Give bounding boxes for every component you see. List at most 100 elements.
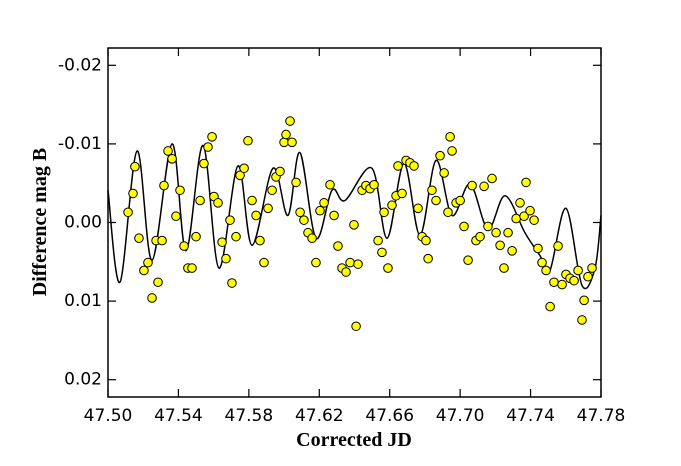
data-point [413, 203, 423, 214]
data-point [463, 255, 473, 266]
data-point [479, 181, 489, 192]
data-point [239, 163, 249, 174]
data-point [123, 207, 133, 218]
data-point [128, 188, 138, 199]
data-point [569, 275, 579, 286]
data-point [171, 211, 181, 222]
x-tick-label: 47.78 [577, 406, 626, 426]
data-point [377, 247, 387, 258]
data-point [439, 168, 449, 178]
data-point [537, 257, 547, 268]
data-point [495, 240, 505, 251]
data-point [507, 245, 517, 256]
data-point [307, 233, 317, 244]
y-tick-label: 0.00 [64, 213, 102, 233]
data-point [139, 265, 149, 276]
data-point [311, 257, 321, 268]
data-point [545, 301, 555, 312]
data-point [287, 137, 297, 148]
y-tick-label: 0.01 [64, 291, 102, 311]
x-tick-label: 47.66 [365, 406, 414, 426]
data-point [423, 253, 433, 264]
data-point [511, 213, 521, 224]
data-point [259, 257, 269, 268]
data-point [187, 263, 197, 273]
data-point [251, 210, 261, 221]
data-point [275, 166, 285, 177]
x-axis-label: Corrected JD [296, 429, 412, 451]
y-tick-label: -0.02 [58, 55, 102, 75]
data-point [157, 235, 167, 246]
data-point [443, 207, 453, 218]
data-point [163, 146, 173, 156]
x-tick-label: 47.50 [84, 406, 133, 426]
data-point [279, 137, 289, 148]
data-point [179, 241, 189, 251]
data-point [159, 180, 169, 191]
data-point [521, 177, 531, 188]
data-point [431, 195, 441, 206]
data-point [483, 221, 493, 232]
data-point [255, 235, 265, 246]
data-point [373, 235, 383, 246]
data-point [529, 215, 539, 225]
data-point [541, 265, 551, 276]
data-point [369, 179, 379, 190]
data-point [263, 203, 273, 214]
data-point [291, 177, 301, 188]
data-point [225, 215, 235, 225]
y-tick-label: -0.01 [58, 134, 102, 154]
data-point [573, 265, 583, 276]
data-point [587, 263, 597, 273]
data-point [167, 154, 177, 164]
data-point [553, 241, 563, 251]
data-point [285, 116, 295, 126]
data-point [231, 231, 241, 242]
data-point [325, 179, 335, 190]
data-point [143, 257, 153, 268]
data-point [147, 293, 157, 303]
data-point [459, 221, 469, 232]
data-point [383, 263, 393, 273]
data-point [175, 185, 185, 196]
data-point [515, 198, 525, 208]
y-axis-label: Difference mag B [29, 148, 51, 296]
data-point [195, 195, 205, 206]
data-point [207, 132, 217, 142]
data-point [353, 259, 363, 269]
data-point [235, 170, 245, 181]
data-point [533, 243, 543, 254]
data-point [351, 321, 361, 332]
x-tick-label: 47.54 [154, 406, 203, 426]
data-point [475, 231, 485, 242]
data-point [134, 233, 144, 244]
data-point [487, 173, 497, 184]
data-point [341, 267, 351, 277]
data-point [247, 195, 257, 206]
data-point [379, 207, 389, 218]
data-point [295, 207, 305, 218]
data-point [203, 142, 213, 152]
data-point [281, 129, 291, 140]
x-tick-label: 47.62 [295, 406, 344, 426]
data-point [349, 220, 359, 230]
data-point [299, 215, 309, 225]
data-point [557, 279, 567, 290]
data-point [387, 200, 397, 211]
data-point [427, 185, 437, 196]
data-point [503, 227, 513, 238]
data-point [549, 277, 559, 288]
data-point [217, 237, 227, 247]
data-point [525, 205, 535, 216]
fit-curve [107, 143, 602, 290]
data-point [491, 227, 501, 238]
data-point [397, 188, 407, 199]
data-point [447, 146, 457, 156]
data-point [267, 185, 277, 196]
data-point [445, 132, 455, 142]
y-tick-label: 0.02 [64, 370, 102, 390]
data-point [130, 161, 140, 172]
data-point [227, 278, 237, 288]
data-point [455, 195, 465, 206]
data-point [467, 180, 477, 191]
